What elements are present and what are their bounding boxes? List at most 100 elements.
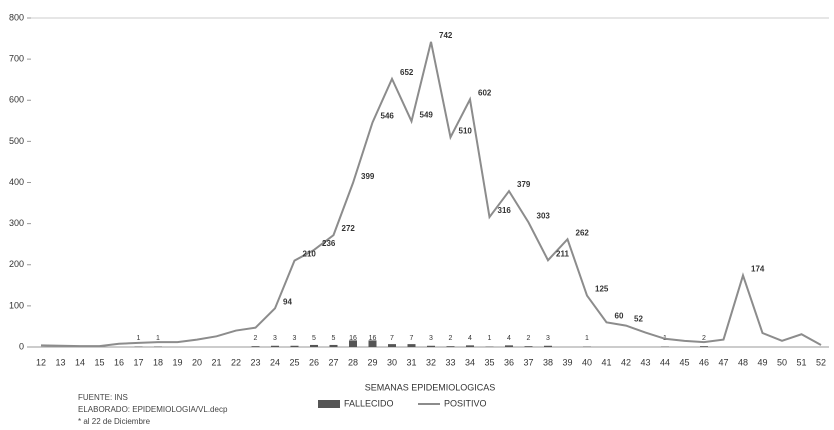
x-tick-label: 28 xyxy=(348,357,358,367)
y-tick-label: 0 xyxy=(19,341,24,351)
data-label: 2 xyxy=(702,335,706,342)
source-note: * al 22 de Diciembre xyxy=(78,417,151,426)
data-label: 3 xyxy=(429,335,433,342)
data-label: 3 xyxy=(546,335,550,342)
x-tick-label: 35 xyxy=(484,357,494,367)
x-tick-label: 48 xyxy=(738,357,748,367)
data-label: 125 xyxy=(595,285,609,294)
x-tick-label: 30 xyxy=(387,357,397,367)
x-tick-label: 40 xyxy=(582,357,592,367)
data-label: 4 xyxy=(468,335,472,342)
x-tick-label: 24 xyxy=(270,357,280,367)
y-tick-label: 400 xyxy=(9,177,24,187)
data-label: 272 xyxy=(342,224,356,233)
x-tick-label: 39 xyxy=(562,357,572,367)
bar xyxy=(427,345,435,347)
x-tick-label: 52 xyxy=(816,357,826,367)
x-tick-label: 37 xyxy=(523,357,533,367)
x-tick-label: 49 xyxy=(757,357,767,367)
data-label: 510 xyxy=(459,126,473,135)
y-tick-label: 600 xyxy=(9,95,24,105)
data-label: 549 xyxy=(420,110,434,119)
x-tick-label: 22 xyxy=(231,357,241,367)
bar xyxy=(505,345,513,347)
x-tick-label: 18 xyxy=(153,357,163,367)
data-label: 5 xyxy=(332,335,336,342)
data-label: 16 xyxy=(349,335,357,342)
x-tick-label: 42 xyxy=(621,357,631,367)
x-tick-label: 31 xyxy=(406,357,416,367)
x-tick-label: 19 xyxy=(172,357,182,367)
data-label: 174 xyxy=(751,265,765,274)
data-label: 4 xyxy=(507,335,511,342)
source-note: ELABORADO: EPIDEMIOLOGIA/VL.decp xyxy=(78,405,228,414)
data-label: 3 xyxy=(273,335,277,342)
data-label: 262 xyxy=(576,228,590,237)
data-label: 60 xyxy=(615,311,624,320)
x-tick-label: 34 xyxy=(465,357,475,367)
x-tick-label: 27 xyxy=(328,357,338,367)
x-tick-label: 51 xyxy=(796,357,806,367)
data-label: 236 xyxy=(322,239,336,248)
x-tick-label: 20 xyxy=(192,357,202,367)
x-tick-label: 16 xyxy=(114,357,124,367)
data-label: 94 xyxy=(283,297,292,306)
y-tick-label: 200 xyxy=(9,259,24,269)
x-tick-label: 25 xyxy=(289,357,299,367)
bar xyxy=(544,345,552,347)
data-label: 303 xyxy=(537,212,551,221)
source-note: FUENTE: INS xyxy=(78,393,128,402)
bar xyxy=(329,344,338,347)
data-label: 742 xyxy=(439,31,453,40)
data-label: 652 xyxy=(400,68,414,77)
data-label: 52 xyxy=(634,315,643,324)
data-label: 7 xyxy=(390,335,394,342)
x-tick-label: 36 xyxy=(504,357,514,367)
data-label: 2 xyxy=(449,335,453,342)
x-tick-label: 21 xyxy=(211,357,221,367)
data-label: 399 xyxy=(361,172,375,181)
bar xyxy=(349,340,357,347)
x-tick-label: 50 xyxy=(777,357,787,367)
x-tick-label: 47 xyxy=(718,357,728,367)
bar xyxy=(290,345,299,347)
bar xyxy=(466,345,474,347)
x-tick-label: 41 xyxy=(601,357,611,367)
x-tick-label: 14 xyxy=(75,357,85,367)
x-tick-label: 15 xyxy=(94,357,104,367)
legend-swatch xyxy=(318,400,340,408)
x-tick-label: 38 xyxy=(543,357,553,367)
data-label: 316 xyxy=(498,206,512,215)
legend-label: POSITIVO xyxy=(444,398,487,408)
data-label: 379 xyxy=(517,180,531,189)
x-tick-label: 13 xyxy=(55,357,65,367)
data-label: 2 xyxy=(527,335,531,342)
bar xyxy=(700,346,708,347)
bar xyxy=(388,344,396,347)
data-label: 1 xyxy=(488,335,492,342)
y-tick-label: 100 xyxy=(9,300,24,310)
x-tick-label: 29 xyxy=(367,357,377,367)
data-label: 602 xyxy=(478,89,492,98)
y-tick-label: 700 xyxy=(9,54,24,64)
data-label: 7 xyxy=(410,335,414,342)
bar xyxy=(446,346,455,347)
series-line xyxy=(40,41,822,348)
data-label: 16 xyxy=(369,335,377,342)
y-tick-label: 500 xyxy=(9,136,24,146)
data-label: 2 xyxy=(254,335,258,342)
bar xyxy=(524,346,533,347)
x-tick-label: 46 xyxy=(699,357,709,367)
x-tick-label: 26 xyxy=(309,357,319,367)
x-tick-label: 45 xyxy=(679,357,689,367)
legend-label: FALLECIDO xyxy=(344,398,394,408)
data-label: 1 xyxy=(585,335,589,342)
bar xyxy=(407,344,416,347)
data-label: 1 xyxy=(137,335,141,342)
x-tick-label: 43 xyxy=(640,357,650,367)
data-label: 210 xyxy=(303,250,317,259)
x-tick-label: 12 xyxy=(36,357,46,367)
bar xyxy=(310,344,318,347)
data-label: 1 xyxy=(156,335,160,342)
